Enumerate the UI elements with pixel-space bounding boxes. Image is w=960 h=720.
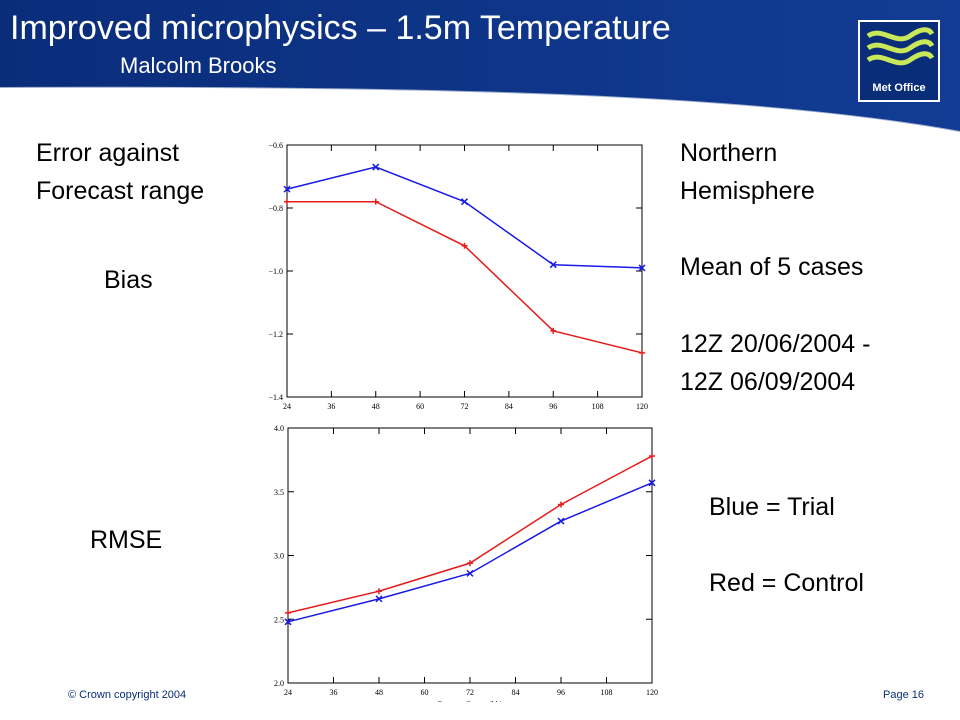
chart1-trial-point <box>375 595 383 603</box>
rmse-label: RMSE <box>90 526 163 554</box>
bias-chart: 24 36 48 60 72 84 96 108 120 −0.6 −0.8 −1.0 −1.2 −1.4 <box>268 141 648 410</box>
chart1-trial-point <box>557 517 565 525</box>
chart0-x-tick-label: 48 <box>372 402 380 410</box>
chart1-y-tick-label: 2.5 <box>274 615 284 624</box>
chart1-control-point <box>285 609 291 616</box>
chart1-x-tick-label: 48 <box>375 688 383 697</box>
chart1-trial-point <box>466 569 474 577</box>
heading-line-2: Forecast range <box>36 177 205 205</box>
chart1-x-tick-label: 120 <box>646 688 658 697</box>
chart1-x-axis-label: Forecast Range (hh) <box>438 700 503 702</box>
legend-blue-text: Blue = Trial <box>709 493 835 521</box>
chart0-x-tick-label: 72 <box>461 402 469 410</box>
heading-line-1: Error against <box>36 139 180 167</box>
slide-author: Malcolm Brooks <box>120 53 277 78</box>
chart0-trial-point <box>549 261 557 269</box>
chart0-y-tick-label: −1.0 <box>268 267 283 276</box>
chart1-x-tick-label: 96 <box>557 688 565 697</box>
chart0-x-tick-label: 36 <box>327 402 335 410</box>
chart1-trial-point <box>648 479 656 487</box>
chart0-trial-series-line <box>286 166 643 269</box>
header-banner <box>0 0 960 132</box>
chart0-control-series-line <box>287 200 643 354</box>
chart0-x-tick-label: 108 <box>592 402 604 410</box>
chart1-control-point <box>558 501 564 508</box>
chart0-y-tick-label: −1.4 <box>268 393 283 402</box>
chart0-control-point <box>284 198 290 205</box>
chart1-frame <box>287 427 653 684</box>
chart0-x-tick-label: 120 <box>636 402 648 410</box>
met-office-logo: Met Office <box>858 20 940 102</box>
chart1-control-point <box>376 588 382 595</box>
chart1-y-tick-label: 2.0 <box>274 679 284 688</box>
chart0-trial-point <box>460 198 469 206</box>
chart0-x-tick-label: 96 <box>549 402 557 410</box>
chart1-y-tick-label: 3.0 <box>274 552 284 561</box>
chart1-control-point <box>649 453 655 460</box>
logo-text: Met Office <box>872 82 926 94</box>
chart0-trial-point <box>638 264 646 272</box>
chart1-x-tick-label: 72 <box>466 688 474 697</box>
chart0-x-tick-label: 60 <box>416 402 424 410</box>
region-line-2: Hemisphere <box>680 177 815 205</box>
chart0-control-point <box>461 242 468 249</box>
chart1-y-tick-label: 3.5 <box>274 488 284 497</box>
slide-title: Improved microphysics – 1.5m Temperature <box>10 9 671 47</box>
chart1-x-tick-label: 84 <box>512 688 520 697</box>
chart0-x-tick-label: 84 <box>505 402 513 410</box>
chart1-trial-point <box>284 618 292 626</box>
legend-red-text: Red = Control <box>709 569 864 597</box>
chart1-x-tick-label: 60 <box>421 688 429 697</box>
chart0-y-tick-label: −1.2 <box>268 330 283 339</box>
slide-header: Improved microphysics – 1.5m Temperature… <box>0 0 960 132</box>
chart1-y-tick-label: 4.0 <box>274 424 284 433</box>
page-number: Page 16 <box>883 689 924 701</box>
chart0-y-tick-label: −0.8 <box>268 204 283 213</box>
cases-text: Mean of 5 cases <box>680 253 864 281</box>
period-start: 12Z 20/06/2004 - <box>680 330 871 358</box>
chart0-trial-point <box>283 185 291 193</box>
period-end: 12Z 06/09/2004 <box>680 368 856 396</box>
chart1-control-point <box>467 560 473 567</box>
chart0-x-tick-label: 24 <box>283 402 291 410</box>
chart1-trial-series-line <box>287 482 653 623</box>
rmse-chart: 24 36 48 60 72 84 96 108 120 2.0 2.5 3.0 3.5 4.0 Forec… <box>274 424 658 702</box>
chart0-control-point <box>639 349 645 356</box>
chart1-control-series-line <box>287 455 653 614</box>
chart0-frame <box>286 144 643 398</box>
region-line-1: Northern <box>680 139 778 167</box>
chart0-y-tick-label: −0.6 <box>268 141 283 150</box>
chart1-x-tick-label: 108 <box>601 688 613 697</box>
chart0-trial-point <box>372 163 380 171</box>
chart0-control-point <box>372 198 379 205</box>
copyright-text: © Crown copyright 2004 <box>68 689 187 701</box>
bias-label: Bias <box>104 266 153 294</box>
chart0-control-point <box>550 327 557 334</box>
wave-logo-icon <box>866 27 935 66</box>
chart1-x-tick-label: 36 <box>330 688 338 697</box>
chart1-x-tick-label: 24 <box>284 688 292 697</box>
